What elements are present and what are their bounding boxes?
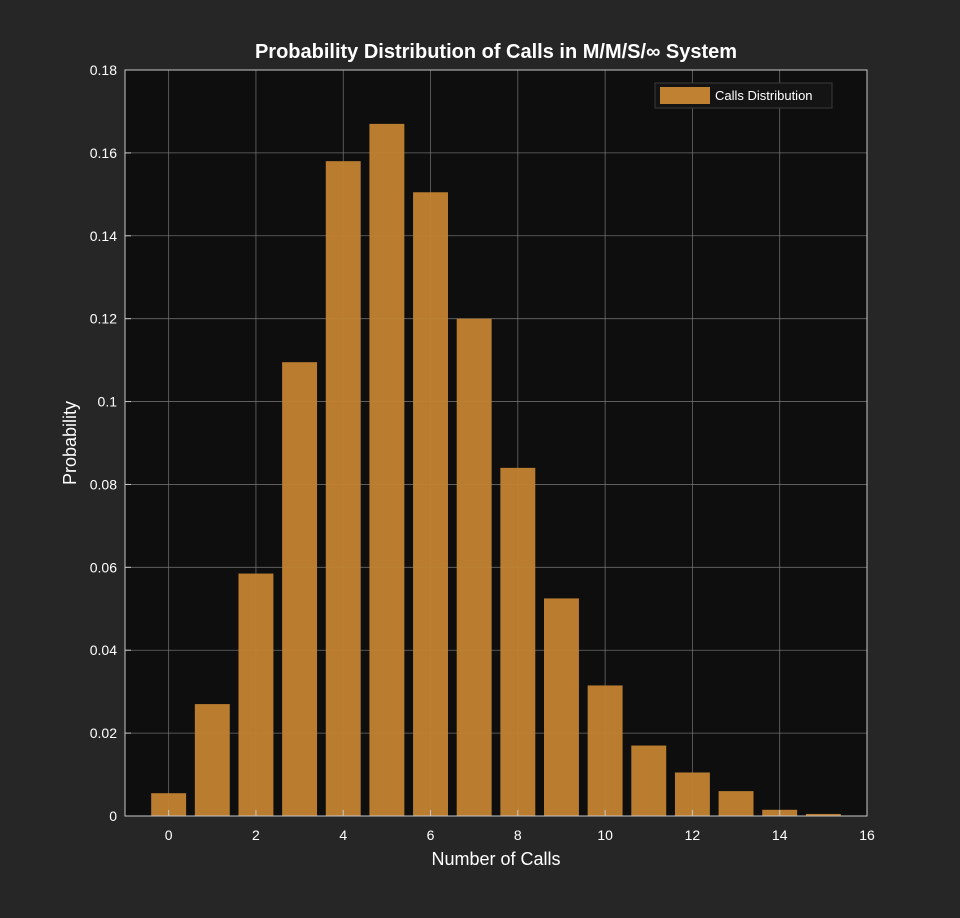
- x-tick-label: 2: [252, 827, 260, 843]
- plot-area: [125, 70, 867, 816]
- bar: [456, 318, 492, 816]
- y-tick-label: 0.12: [90, 311, 117, 327]
- x-tick-label: 12: [685, 827, 701, 843]
- bar: [282, 362, 318, 816]
- y-tick-label: 0.06: [90, 559, 117, 575]
- bar: [587, 685, 623, 816]
- x-axis-label: Number of Calls: [431, 849, 560, 869]
- y-tick-label: 0.04: [90, 642, 117, 658]
- bar: [194, 704, 230, 816]
- bar: [674, 772, 710, 816]
- x-tick-label: 6: [427, 827, 435, 843]
- plot-frame: [124, 69, 868, 817]
- x-tick-label: 0: [165, 827, 173, 843]
- x-tick-label: 8: [514, 827, 522, 843]
- x-tick-label: 14: [772, 827, 788, 843]
- y-tick-label: 0.1: [98, 394, 118, 410]
- y-tick-label: 0.16: [90, 145, 117, 161]
- legend-label: Calls Distribution: [715, 88, 813, 103]
- bars: [151, 123, 841, 816]
- bar: [238, 573, 274, 816]
- y-tick-label: 0: [109, 808, 117, 824]
- bar: [369, 123, 405, 816]
- bar: [718, 791, 754, 816]
- y-axis-ticks: 0 0.02 0.04 0.06 0.08 0.1 0.12 0.14 0.16 0.18: [90, 62, 131, 824]
- y-tick-label: 0.02: [90, 725, 117, 741]
- bar: [631, 745, 667, 816]
- x-tick-label: 10: [597, 827, 613, 843]
- y-tick-label: 0.18: [90, 62, 117, 78]
- bar: [500, 467, 536, 816]
- y-axis-label: Probability: [60, 401, 80, 485]
- y-tick-label: 0.14: [90, 228, 117, 244]
- y-tick-label: 0.08: [90, 476, 117, 492]
- legend: Calls Distribution: [654, 82, 833, 109]
- bar: [151, 793, 187, 816]
- bar: [544, 598, 579, 816]
- bar: [413, 192, 448, 816]
- x-axis-ticks: 0 2 4 6 8 10 12 14 16: [165, 810, 875, 843]
- bar: [805, 813, 841, 816]
- bar: [325, 161, 361, 816]
- legend-swatch: [660, 87, 710, 104]
- chart-title: Probability Distribution of Calls in M/M…: [255, 41, 737, 63]
- x-tick-label: 4: [339, 827, 347, 843]
- x-tick-label: 16: [859, 827, 875, 843]
